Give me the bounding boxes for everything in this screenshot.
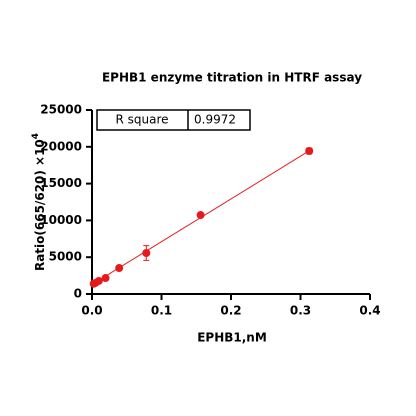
y-axis-title: Ratio(665/620) ×104 (31, 133, 47, 271)
data-point (101, 274, 110, 283)
x-tick-label: 0.0 (81, 304, 102, 318)
stats-label: R square (115, 113, 168, 127)
x-tick-label: 0.2 (220, 304, 241, 318)
data-point (142, 249, 151, 258)
stats-box (96, 109, 251, 131)
x-tick-label: 0.1 (151, 304, 172, 318)
data-point (89, 279, 98, 288)
y-tick-label: 10000 (40, 213, 82, 227)
y-axis-title-main: Ratio(665/620) ×10 (33, 139, 47, 271)
y-tick-label: 20000 (40, 139, 82, 153)
stats-value: 0.9972 (194, 113, 236, 127)
y-tick-label: 0 (74, 287, 82, 301)
y-tick-label: 5000 (49, 250, 82, 264)
chart-title: EPHB1 enzyme titration in HTRF assay (102, 71, 362, 85)
y-tick-label: 15000 (40, 176, 82, 190)
y-axis-title-sup: 4 (31, 133, 41, 139)
x-axis-title: EPHB1,nM (197, 331, 267, 345)
x-tick-label: 0.4 (359, 304, 380, 318)
data-point (115, 264, 124, 273)
data-point (196, 211, 205, 220)
x-tick-label: 0.3 (290, 304, 311, 318)
data-point (305, 146, 314, 155)
y-tick-label: 25000 (40, 103, 82, 117)
